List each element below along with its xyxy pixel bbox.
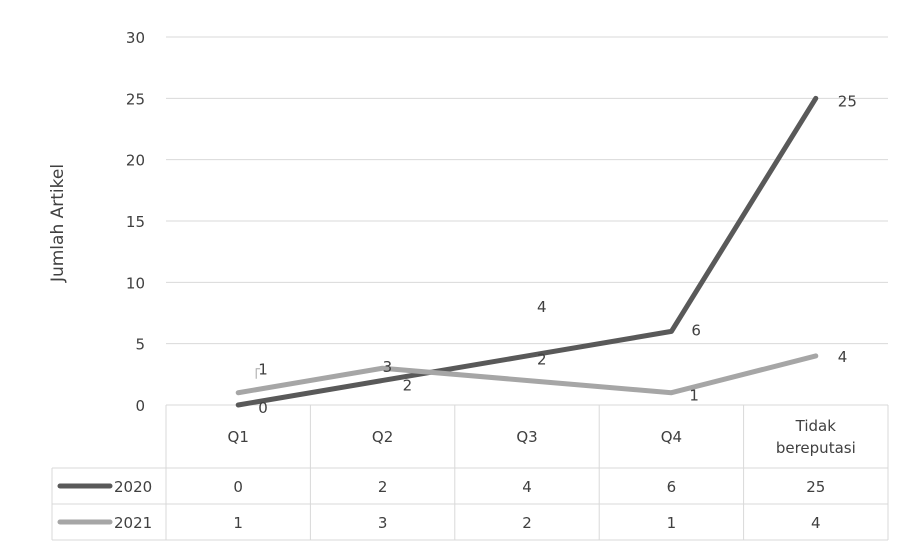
- table-cell: 1: [667, 514, 677, 532]
- data-table: Q1 Q2 Q3 Q4 Tidak bereputasi 2020 0 2 4 6 25 2021 1 3 2…: [51, 404, 889, 541]
- table-cell: 6: [667, 478, 677, 496]
- data-label: 6: [691, 321, 701, 339]
- series-lines: [235, 95, 819, 408]
- y-tick-label: 20: [126, 152, 145, 170]
- series-line-2021: [235, 353, 819, 396]
- legend-label-2021: 2021: [114, 514, 152, 532]
- legend-label-2020: 2020: [114, 478, 152, 496]
- table-cell: 1: [233, 514, 243, 532]
- label-leader-line: [255, 368, 261, 379]
- data-label: 0: [258, 399, 268, 417]
- data-label: 2: [403, 376, 413, 394]
- data-label: 4: [838, 348, 848, 366]
- y-axis: 0 5 10 15 20 25 30: [126, 29, 145, 415]
- table-cell: 4: [522, 478, 532, 496]
- y-tick-label: 5: [135, 336, 145, 354]
- table-cell: 3: [378, 514, 388, 532]
- category-label: Q3: [516, 428, 537, 446]
- data-label: 2: [537, 350, 547, 368]
- table-cell: 25: [806, 478, 825, 496]
- data-label: 25: [838, 92, 857, 110]
- category-label: Q4: [661, 428, 682, 446]
- data-label: 4: [537, 298, 547, 316]
- table-cell: 0: [233, 478, 243, 496]
- data-label: 1: [689, 387, 699, 405]
- data-label: 1: [258, 361, 268, 379]
- y-axis-title: Jumlah Artikel: [48, 164, 68, 283]
- category-label: Q1: [228, 428, 249, 446]
- y-tick-label: 30: [126, 29, 145, 47]
- category-label: Q2: [372, 428, 393, 446]
- gridlines: [166, 36, 888, 345]
- category-label: Tidak bereputasi: [776, 417, 856, 457]
- table-cell: 2: [378, 478, 388, 496]
- y-tick-label: 15: [126, 213, 145, 231]
- y-tick-label: 25: [126, 90, 145, 108]
- y-tick-label: 10: [126, 274, 145, 292]
- data-label: 3: [383, 358, 393, 376]
- series-line-2020: [235, 95, 819, 408]
- y-tick-label: 0: [135, 397, 145, 415]
- table-cell: 2: [522, 514, 532, 532]
- table-cell: 4: [811, 514, 821, 532]
